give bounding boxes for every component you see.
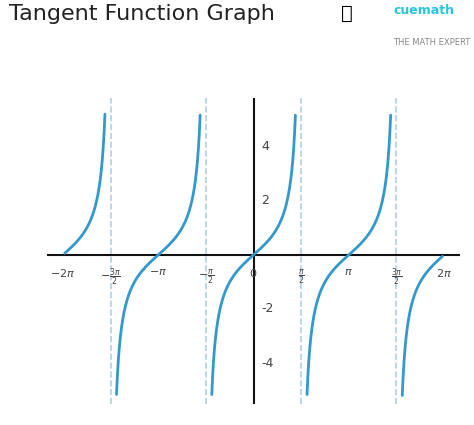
Text: 2: 2 [261, 194, 269, 207]
Text: THE MATH EXPERT: THE MATH EXPERT [393, 38, 471, 47]
Text: $2\pi$: $2\pi$ [436, 267, 452, 279]
Text: $\frac{3\pi}{2}$: $\frac{3\pi}{2}$ [391, 267, 402, 289]
Text: $-\frac{3\pi}{2}$: $-\frac{3\pi}{2}$ [100, 267, 121, 289]
Text: 🚀: 🚀 [341, 4, 353, 23]
Text: $0$: $0$ [249, 267, 258, 279]
Text: $-2\pi$: $-2\pi$ [50, 267, 76, 279]
Text: $\pi$: $\pi$ [345, 267, 353, 277]
Text: -2: -2 [261, 303, 273, 315]
Text: -4: -4 [261, 357, 273, 370]
Text: Tangent Function Graph: Tangent Function Graph [9, 4, 275, 24]
Text: $-\frac{\pi}{2}$: $-\frac{\pi}{2}$ [198, 267, 214, 286]
Text: 4: 4 [261, 140, 269, 153]
Text: cuemath: cuemath [393, 4, 455, 17]
Text: $-\pi$: $-\pi$ [149, 267, 167, 277]
Text: $\frac{\pi}{2}$: $\frac{\pi}{2}$ [298, 267, 305, 286]
